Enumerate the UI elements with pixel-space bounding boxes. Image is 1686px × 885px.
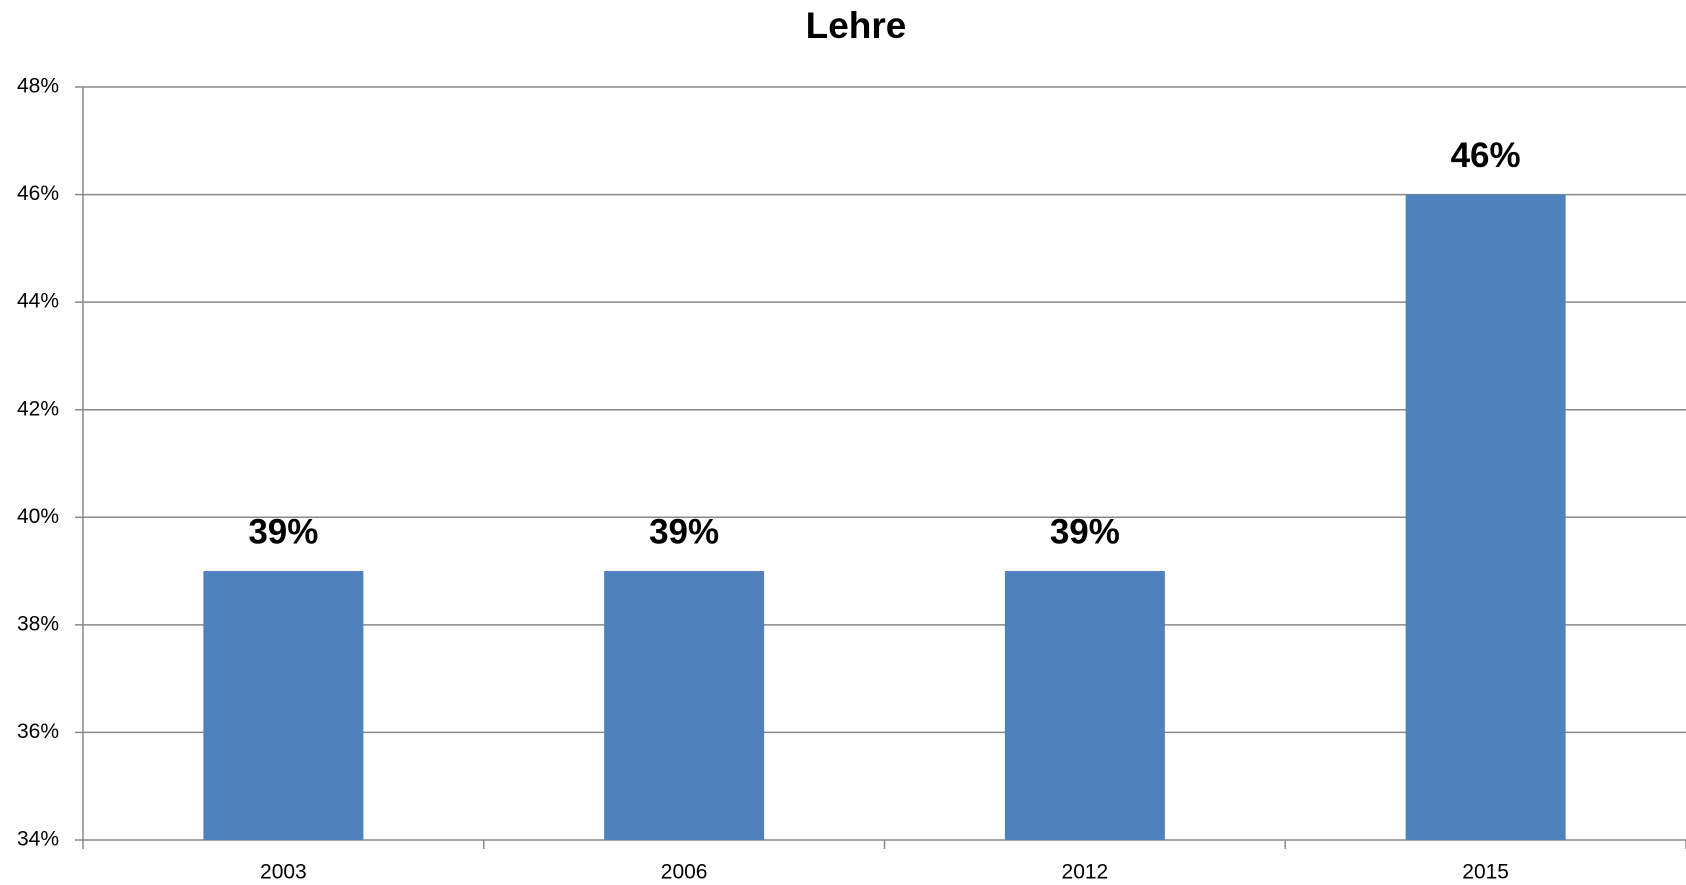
chart-title: Lehre bbox=[806, 5, 907, 46]
y-tick-label: 34% bbox=[17, 828, 59, 851]
x-tick-label: 2015 bbox=[1462, 861, 1509, 884]
bar bbox=[1004, 571, 1165, 840]
bar bbox=[203, 571, 364, 840]
x-tick-label: 2012 bbox=[1062, 861, 1109, 884]
y-tick-label: 40% bbox=[17, 505, 59, 528]
bar bbox=[1405, 194, 1566, 841]
x-tick-label: 2006 bbox=[661, 861, 708, 884]
bar bbox=[604, 571, 765, 840]
data-label: 39% bbox=[248, 512, 318, 551]
y-tick-label: 38% bbox=[17, 612, 59, 635]
y-tick-label: 44% bbox=[17, 290, 59, 313]
data-label: 39% bbox=[1050, 512, 1120, 551]
y-tick-label: 42% bbox=[17, 397, 59, 420]
data-label: 39% bbox=[649, 512, 719, 551]
y-tick-label: 36% bbox=[17, 720, 59, 743]
y-tick-label: 46% bbox=[17, 182, 59, 205]
x-tick-label: 2003 bbox=[260, 861, 307, 884]
y-tick-label: 48% bbox=[17, 75, 59, 98]
data-label: 46% bbox=[1451, 136, 1521, 175]
